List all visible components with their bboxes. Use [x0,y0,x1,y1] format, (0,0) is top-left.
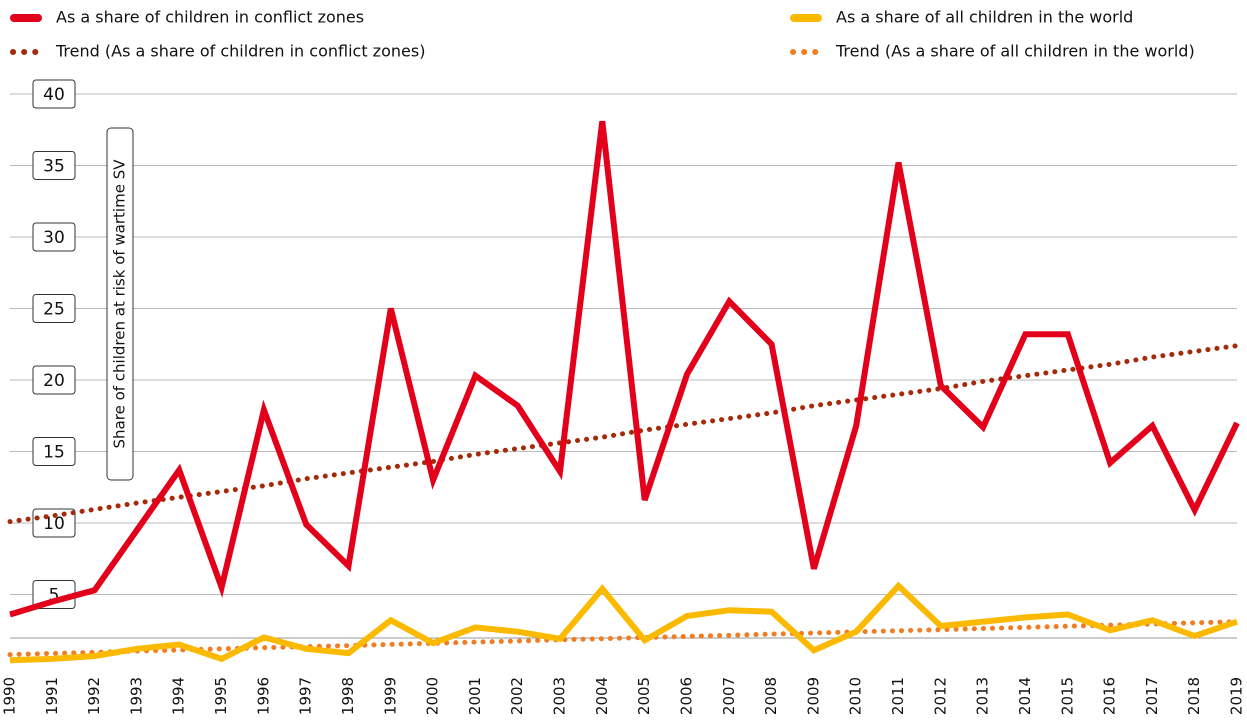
x-tick-label: 2014 [1016,677,1034,715]
x-tick-label: 1990 [1,677,19,715]
x-tick-label: 2012 [931,677,949,715]
y-tick-label: 10 [43,514,65,534]
y-tick-label: 20 [43,371,65,391]
x-tick-label: 2016 [1101,677,1119,715]
x-tick-label: 2000 [424,677,442,715]
x-tick-label: 2017 [1143,677,1161,715]
x-tick-label: 2019 [1228,677,1246,715]
y-tick-box [32,222,76,252]
x-tick-label: 2018 [1185,677,1203,715]
y-tick-label: 25 [43,300,65,320]
x-tick-label: 2006 [677,677,695,715]
y-axis-label: Share of children at risk of wartime SV [111,159,129,449]
x-tick-label: 2008 [762,677,780,715]
y-tick-box [32,365,76,395]
x-tick-label: 2002 [508,677,526,715]
x-tick-label: 2015 [1058,677,1076,715]
x-tick-label: 1995 [212,677,230,715]
x-tick-label: 2013 [974,677,992,715]
line-series [9,581,1238,664]
x-tick-label: 2003 [551,677,569,715]
y-tick-box [32,151,76,180]
legend-label: As a share of all children in the world [836,8,1133,27]
line-series [7,343,1240,525]
x-tick-label: 1997 [297,677,315,715]
legend-label: Trend (As a share of children in conflic… [55,42,425,61]
y-tick-box [32,79,76,109]
y-tick-label: 30 [43,228,65,248]
x-tick-label: 2005 [635,677,653,715]
y-tick-label: 40 [43,85,65,105]
legend-label: As a share of children in conflict zones [56,8,364,27]
x-tick-label: 2007 [720,677,738,715]
x-tick-label: 1998 [339,677,357,715]
y-axis-label-group: Share of children at risk of wartime SV [106,127,134,481]
x-tick-label: 1991 [43,677,61,715]
legend-label: Trend (As a share of all children in the… [835,42,1195,61]
line-series [9,120,1240,618]
x-tick-label: 1994 [170,677,188,715]
x-tick-label: 2009 [804,677,822,715]
x-tick-label: 2010 [847,677,865,715]
y-tick-label: 35 [43,157,65,177]
x-tick-label: 1992 [85,677,103,715]
x-tick-label: 1993 [127,677,145,715]
y-axis-label-box [106,127,134,481]
x-tick-label: 2011 [889,677,907,715]
x-tick-label: 1996 [254,677,272,715]
x-tick-label: 1999 [381,677,399,715]
y-tick-label: 15 [43,443,65,463]
x-tick-label: 2004 [593,677,611,715]
x-tick-label: 2001 [466,677,484,715]
y-tick-box [32,437,76,466]
y-tick-label: 5 [49,586,60,606]
y-tick-box [32,294,76,323]
